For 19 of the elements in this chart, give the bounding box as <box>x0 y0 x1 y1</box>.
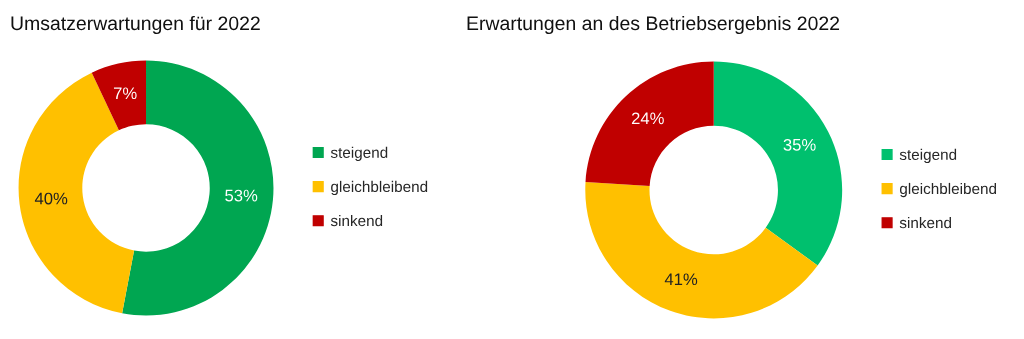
chart-title: Erwartungen an des Betriebsergebnis 2022 <box>467 15 840 35</box>
donut-slice <box>713 61 843 266</box>
legend-label: gleichbleibend <box>331 180 428 196</box>
data-label: 53% <box>225 189 258 202</box>
legend-label: sinkend <box>899 216 951 229</box>
donut-slice <box>585 181 818 319</box>
data-label: 24% <box>631 112 664 125</box>
data-label: 41% <box>664 273 698 286</box>
data-label: 40% <box>34 192 68 205</box>
donut-slice <box>585 61 714 186</box>
legend-label: sinkend <box>330 214 383 227</box>
donut-slice <box>91 60 147 131</box>
legend-label: steigend <box>899 148 957 164</box>
donut-slice <box>18 72 135 314</box>
legend-label: gleichbleibend <box>899 182 997 198</box>
data-label: 35% <box>783 138 816 151</box>
data-label: 7% <box>113 87 137 100</box>
legend-label: steigend <box>330 146 388 161</box>
chart-title: Umsatzerwartungen für 2022 <box>11 15 260 35</box>
